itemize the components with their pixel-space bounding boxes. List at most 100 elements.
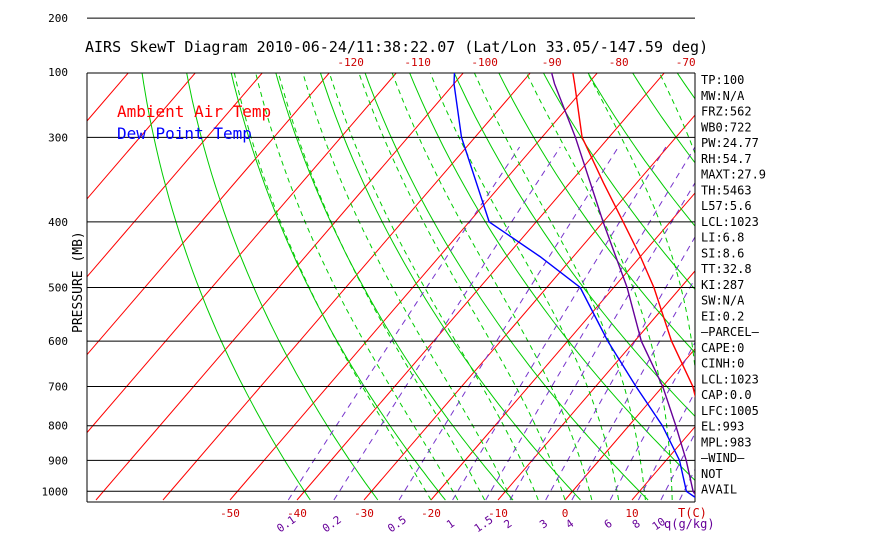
isotherm-line (631, 425, 695, 501)
moist-adiabat-line (358, 73, 566, 501)
mixing-ratio-tick: 4 (563, 517, 576, 532)
index-item: AVAIL (701, 483, 737, 497)
mixing-ratio-tick-labels: 0.1 0.2 0.5 1 1.5 2 3 4 6 8 10 (274, 513, 668, 535)
bottom-temp-tick: 0 (562, 507, 569, 520)
dewpoint-line (453, 73, 695, 499)
index-item: CINH:0 (701, 357, 744, 371)
index-item: LCL:1023 (701, 372, 759, 386)
dry-adiabat-line (587, 73, 695, 227)
isotherm-line (363, 114, 695, 501)
index-item: CAP:0.0 (701, 388, 752, 402)
bottom-temp-tick: 10 (625, 507, 638, 520)
pressure-tick-label: 100 (48, 66, 68, 79)
pressure-tick-label: 200 (48, 12, 68, 25)
moist-adiabat-line (525, 73, 673, 501)
legend: Ambient Air Temp Dew Point Temp (117, 102, 271, 143)
mixing-ratio-line (333, 146, 561, 501)
isotherm-line (296, 73, 665, 501)
x-axis-unit: T(C) (678, 506, 707, 520)
pressure-tick-label: 800 (48, 420, 68, 433)
index-item: PW:24.77 (701, 136, 759, 150)
index-item: TH:5463 (701, 183, 752, 197)
mixing-ratio-line (571, 277, 695, 501)
moist-adiabat-line (587, 73, 695, 373)
bottom-temp-tick-labels: -50 -40 -30 -20 -10 0 10 (220, 507, 639, 520)
index-item: MAXT:27.9 (701, 168, 766, 182)
y-axis-label: PRESSURE (MB) (71, 231, 86, 333)
pressure-tick-label: 400 (48, 216, 68, 229)
top-temp-tick-labels: -120 -110 -100 -90 -80 -70 (337, 56, 695, 69)
dry-adiabat-line (141, 73, 311, 501)
pressure-tick-label: 700 (48, 380, 68, 393)
pressure-lines (86, 17, 696, 503)
dry-adiabat-line (275, 73, 514, 501)
top-temp-tick: -110 (404, 56, 431, 69)
index-item: SW:N/A (701, 294, 745, 308)
dry-adiabat-line (542, 73, 695, 291)
dry-adiabat-line (757, 0, 870, 500)
dry-adiabat-line (230, 73, 446, 501)
parcel-line (550, 73, 695, 496)
dry-adiabat-line (676, 73, 695, 100)
pressure-tick-label: 600 (48, 335, 68, 348)
dry-adiabat-line (409, 73, 695, 482)
isotherm-line (833, 0, 870, 500)
dry-adiabat-line (498, 73, 695, 354)
index-item: LFC:1005 (701, 404, 759, 418)
moist-adiabat-line (302, 73, 512, 501)
bottom-temp-tick: -20 (421, 507, 441, 520)
dry-adiabat-line (861, 0, 870, 500)
index-item: KI:287 (701, 278, 744, 292)
dry-adiabat-line (792, 0, 870, 500)
index-item: —WIND— (701, 451, 745, 465)
moist-adiabat-line (255, 73, 459, 501)
isotherm-line (430, 192, 695, 501)
mixing-ratio-tick: 0.5 (385, 513, 409, 535)
isotherm-line (87, 73, 397, 434)
index-item: MW:N/A (701, 89, 745, 103)
mixing-ratio-line (452, 146, 667, 501)
index-item: CAPE:0 (701, 341, 744, 355)
mixing-ratio-tick: 0.2 (320, 513, 344, 535)
pressure-tick-label: 1000 (42, 485, 69, 498)
dry-adiabat-line (319, 73, 581, 501)
grid-lines (87, 0, 870, 501)
index-item: —PARCEL— (701, 325, 760, 339)
index-item: WB0:722 (701, 120, 752, 134)
bottom-temp-tick: -30 (354, 507, 374, 520)
moist-adiabat-line (277, 73, 486, 501)
bottom-temp-tick: -50 (220, 507, 240, 520)
mixing-ratio-tick: 3 (537, 517, 550, 531)
temperature-line (572, 73, 695, 399)
isotherm-line (87, 73, 330, 356)
dry-adiabat-line (186, 73, 379, 501)
dry-adiabat-line (827, 0, 870, 500)
top-temp-tick: -120 (337, 56, 364, 69)
isotherm-line (229, 73, 598, 501)
mixing-ratio-line (812, 147, 870, 500)
moist-adiabat-line (779, 18, 819, 500)
mixing-ratio-line (734, 147, 870, 500)
index-item: EI:0.2 (701, 309, 744, 323)
moist-adiabat-line (233, 73, 432, 501)
mixing-ratio-tick: 2 (502, 517, 515, 531)
moist-adiabat-line (328, 73, 539, 501)
mixing-ratio-unit: q(g/kg) (664, 517, 715, 531)
dry-adiabat-line (632, 73, 695, 164)
index-item: NOT (701, 467, 723, 481)
mixing-ratio-tick: 1 (444, 517, 457, 531)
isotherm-line (95, 73, 464, 501)
isotherm-line (87, 73, 196, 200)
isotherm-line (497, 270, 695, 501)
mixing-ratio-line (779, 147, 870, 500)
chart-title: AIRS SkewT Diagram 2010-06-24/11:38:22.0… (85, 38, 708, 56)
mixing-ratio-line (509, 181, 695, 501)
index-item: SI:8.6 (701, 246, 744, 260)
index-item: EL:993 (701, 420, 744, 434)
moist-adiabat-line (473, 73, 646, 501)
index-item: RH:54.7 (701, 152, 752, 166)
series-lines (453, 73, 695, 499)
moist-adiabat-line (833, 18, 870, 500)
legend-dewpoint: Dew Point Temp (117, 124, 252, 143)
